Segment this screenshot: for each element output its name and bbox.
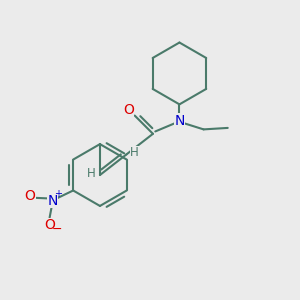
Text: N: N: [47, 194, 58, 208]
Text: O: O: [123, 103, 134, 117]
Text: H: H: [87, 167, 96, 180]
Text: N: N: [174, 114, 184, 128]
Text: −: −: [52, 223, 62, 236]
Text: H: H: [130, 146, 139, 159]
Text: O: O: [44, 218, 55, 232]
Text: +: +: [54, 189, 62, 199]
Text: O: O: [24, 189, 35, 203]
